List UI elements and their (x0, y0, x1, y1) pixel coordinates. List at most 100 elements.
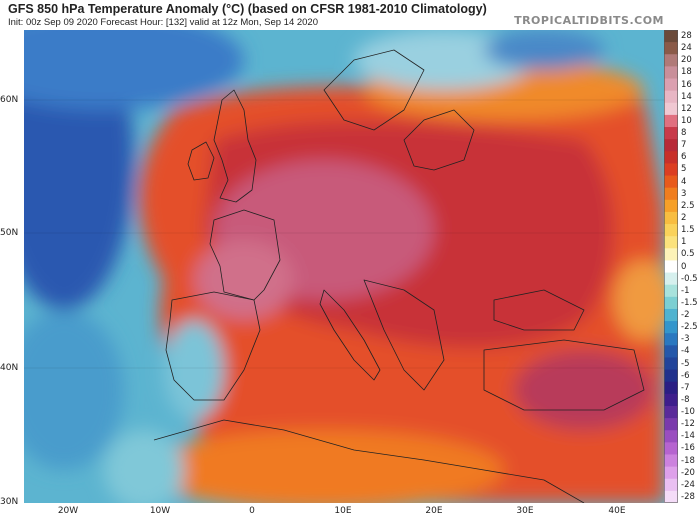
colorbar-label: 20 (681, 55, 692, 66)
coast-france (209, 209, 281, 301)
lat-label-30n: 30N (0, 497, 19, 507)
colorbar-label: -20 (681, 467, 695, 478)
colorbar-swatch (664, 224, 678, 237)
coast-balkans (363, 279, 445, 391)
map-title: GFS 850 hPa Temperature Anomaly (°C) (ba… (8, 2, 487, 16)
colorbar-swatch (664, 490, 678, 503)
colorbar-label: 7 (681, 140, 687, 151)
lon-label-40e: 40E (608, 506, 626, 516)
colorbar (664, 30, 678, 503)
coast-ireland (187, 141, 215, 181)
colorbar-swatch (664, 175, 678, 189)
colorbar-label: -4 (681, 346, 690, 357)
colorbar-label: 28 (681, 31, 692, 42)
colorbar-label: -28 (681, 491, 695, 502)
lat-label-60n: 60N (0, 95, 19, 105)
colorbar-label: 10 (681, 115, 692, 126)
colorbar-label: -6 (681, 370, 690, 381)
lon-label-20w: 20W (57, 506, 79, 516)
colorbar-label: -18 (681, 455, 695, 466)
colorbar-swatch (664, 127, 678, 140)
lat-label-50n: 50N (0, 228, 19, 238)
coast-turkey (483, 339, 645, 411)
cool-iberia (164, 320, 224, 420)
colorbar-swatch (664, 430, 678, 443)
colorbar-label: 18 (681, 67, 692, 78)
colorbar-label: 2.5 (681, 200, 695, 211)
colorbar-label: 16 (681, 79, 692, 90)
colorbar-swatch (664, 163, 678, 177)
colorbar-swatch (664, 90, 678, 104)
colorbar-label: 1 (681, 237, 687, 248)
coast-baltic (403, 109, 475, 171)
colorbar-label: -7 (681, 382, 690, 393)
colorbar-swatch (664, 42, 678, 55)
colorbar-swatch (664, 333, 678, 346)
colorbar-label: -2 (681, 310, 690, 320)
colorbar-label: 24 (681, 43, 692, 54)
colorbar-label: -10 (681, 407, 695, 418)
colorbar-label: 1.5 (681, 225, 695, 236)
colorbar-swatch (664, 54, 678, 67)
colorbar-label: 3 (681, 188, 687, 199)
colorbar-label: -14 (681, 431, 695, 442)
lon-label-20e: 20E (425, 506, 443, 516)
colorbar-swatch (664, 357, 678, 371)
coast-iberia (165, 291, 261, 401)
hot-core-turkey (514, 350, 654, 430)
colorbar-swatch (664, 78, 678, 92)
arctic-blue (484, 30, 604, 70)
colorbar-swatch (664, 405, 678, 419)
colorbar-label: -0.5 (681, 273, 698, 284)
colorbar-swatch (664, 308, 678, 322)
brand-label: TROPICALTIDBITS.COM (514, 14, 664, 27)
colorbar-label: -24 (681, 479, 695, 490)
colorbar-label: -5 (681, 358, 690, 369)
colorbar-label: 0 (681, 261, 687, 272)
coast-britain (213, 89, 257, 203)
colorbar-swatch (664, 296, 678, 310)
colorbar-swatch (664, 442, 678, 455)
colorbar-swatch (664, 236, 678, 249)
orange-africa (144, 430, 504, 503)
colorbar-label: 0.5 (681, 249, 695, 260)
header: GFS 850 hPa Temperature Anomaly (°C) (ba… (0, 0, 700, 30)
colorbar-label: 5 (681, 164, 687, 175)
colorbar-swatch (664, 418, 678, 431)
atlantic-south-cold (24, 310, 124, 470)
colorbar-label: -16 (681, 443, 695, 454)
coast-africa (153, 419, 585, 503)
colorbar-swatch (664, 260, 678, 274)
coastlines (153, 49, 645, 503)
lat-label-40n: 40N (0, 363, 19, 373)
lon-label-30e: 30E (516, 506, 534, 516)
colorbar-swatch (664, 466, 678, 480)
colorbar-label: -12 (681, 419, 695, 430)
colorbar-swatch (664, 66, 678, 80)
colorbar-swatch (664, 139, 678, 152)
colorbar-swatch (664, 30, 678, 43)
colorbar-swatch (664, 199, 678, 213)
lon-label-0: 0 (249, 506, 255, 516)
colorbar-label: 4 (681, 176, 687, 187)
colorbar-label: -1.5 (681, 297, 698, 308)
colorbar-swatch (664, 478, 678, 492)
colorbar-swatch (664, 211, 678, 225)
cool-morocco (104, 430, 184, 503)
colorbar-swatch (664, 248, 678, 261)
graticule (24, 99, 664, 369)
colorbar-swatch (664, 187, 678, 201)
colorbar-label: 14 (681, 91, 692, 102)
colorbar-outline (664, 30, 678, 503)
coast-scandinavia (323, 49, 425, 131)
colorbar-label: -3 (681, 334, 690, 345)
forecast-info: Init: 00z Sep 09 2020 Forecast Hour: [13… (8, 17, 319, 28)
colorbar-label: 8 (681, 128, 687, 139)
coast-blacksea (493, 289, 585, 331)
coast-italy (319, 289, 381, 381)
temperature-anomaly-map (24, 30, 664, 503)
colorbar-label: -2.5 (681, 322, 698, 333)
colorbar-label: 2 (681, 212, 687, 223)
colorbar-label: 12 (681, 103, 692, 114)
lon-label-10e: 10E (334, 506, 352, 516)
